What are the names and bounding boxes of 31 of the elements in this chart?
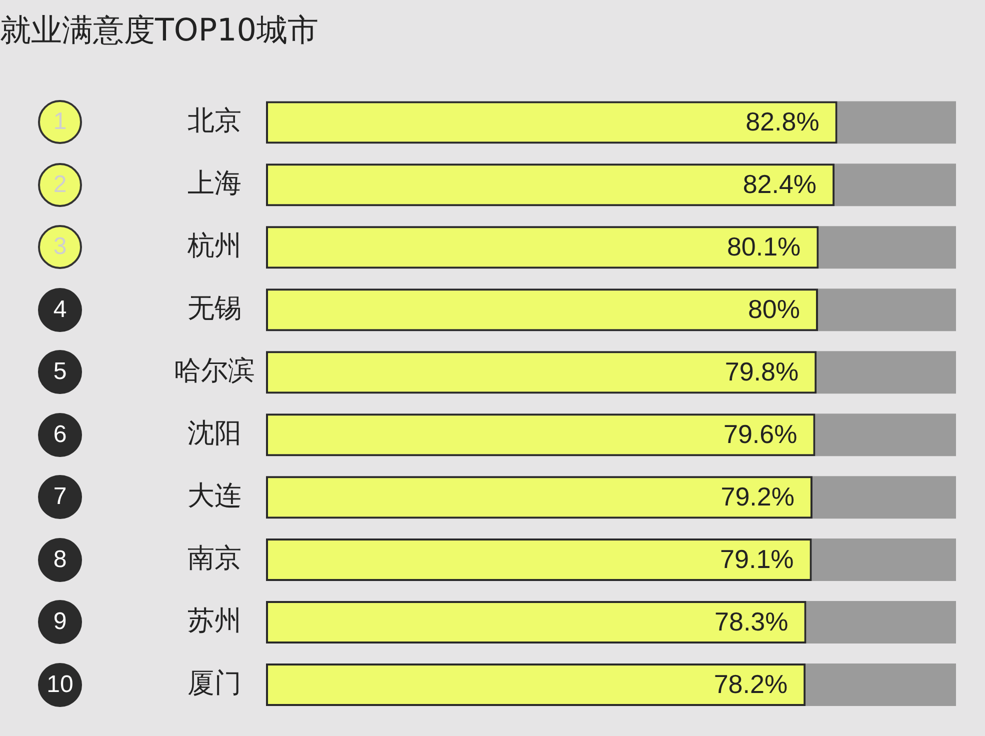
y-tick-label: 哈尔滨	[174, 355, 255, 386]
y-tick-label: 大连	[188, 480, 242, 512]
y-tick-label: 北京	[188, 105, 242, 136]
data-label: 80.1%	[726, 232, 801, 262]
y-tick-label: 南京	[188, 542, 242, 574]
rank-badge: 8	[38, 538, 82, 582]
chart-title: 就业满意度TOP10城市	[0, 12, 318, 49]
rank-badge: 3	[38, 225, 82, 270]
data-label: 79.8%	[724, 356, 799, 387]
data-label: 78.3%	[714, 606, 788, 636]
data-label: 79.1%	[720, 544, 794, 574]
data-label: 80%	[748, 294, 800, 324]
rank-badge: 10	[38, 662, 82, 707]
rank-badge: 2	[38, 162, 82, 207]
rank-badge: 4	[38, 288, 82, 332]
rank-badge: 9	[38, 600, 82, 644]
rank-badge: 7	[38, 475, 82, 520]
y-tick-label: 杭州	[186, 230, 242, 262]
y-tick-label: 沈阳	[188, 418, 242, 449]
rank-badge: 1	[38, 100, 82, 144]
y-tick-label: 上海	[188, 168, 242, 199]
y-tick-label: 无锡	[188, 292, 242, 324]
rank-badge: 6	[38, 412, 82, 457]
data-label: 82.4%	[742, 169, 817, 200]
data-label: 78.2%	[714, 668, 788, 699]
data-label: 82.8%	[746, 106, 820, 137]
data-label: 79.2%	[720, 481, 794, 512]
data-label: 79.6%	[724, 419, 798, 450]
y-tick-label: 苏州	[188, 605, 242, 636]
y-tick-label: 厦门	[188, 668, 242, 699]
rank-badge: 5	[38, 350, 82, 394]
